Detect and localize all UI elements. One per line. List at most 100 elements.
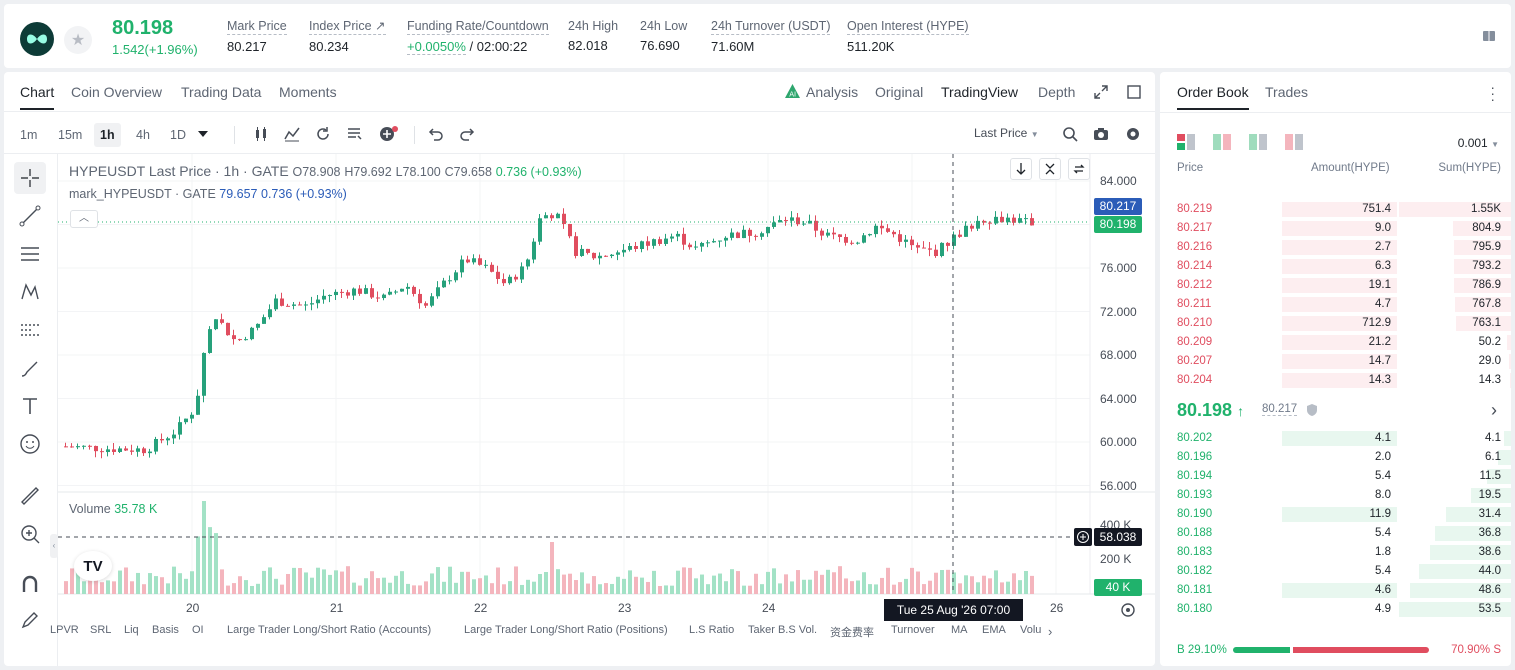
indicator-oi[interactable]: OI	[192, 624, 204, 636]
view-tradingview[interactable]: TradingView	[941, 84, 1019, 100]
indicator-volume[interactable]: Volu	[1020, 624, 1042, 636]
emoji-tool[interactable]	[14, 428, 46, 460]
view-analysis[interactable]: Analysis	[806, 84, 859, 100]
tab-order-book[interactable]: Order Book	[1177, 84, 1249, 110]
plot-area[interactable]: HYPEUSDT Last Price · 1h · GATE O78.908 …	[58, 154, 1155, 666]
ask-row[interactable]: 80.207 14.7 29.0	[1160, 352, 1511, 371]
chevron-down-icon[interactable]	[198, 131, 208, 137]
tab-moments[interactable]: Moments	[279, 84, 337, 100]
ask-row[interactable]: 80.204 14.3 14.3	[1160, 371, 1511, 390]
tab-trades[interactable]: Trades	[1265, 84, 1309, 100]
view-original[interactable]: Original	[875, 84, 924, 100]
indicator-basis[interactable]: Basis	[152, 624, 179, 636]
more-vertical-icon[interactable]: · · ·	[1490, 79, 1495, 107]
indicator-taker-vol[interactable]: Taker B.S Vol.	[748, 624, 818, 636]
ask-row[interactable]: 80.214 6.3 793.2	[1160, 257, 1511, 276]
indicator-lt-accounts[interactable]: Large Trader Long/Short Ratio (Accounts)	[227, 624, 432, 636]
indicator-liq[interactable]: Liq	[124, 624, 139, 636]
add-alert-icon[interactable]	[1074, 528, 1092, 546]
bid-row[interactable]: 80.193 8.0 19.5	[1160, 486, 1511, 505]
bid-row[interactable]: 80.182 5.4 44.0	[1160, 562, 1511, 581]
add-indicator-icon[interactable]	[379, 126, 399, 142]
candle-type-icon[interactable]	[253, 126, 269, 142]
indicator-funding-rate[interactable]: 资金费率	[830, 627, 874, 639]
candlestick-chart[interactable]	[58, 154, 1155, 666]
ask-row[interactable]: 80.211 4.7 767.8	[1160, 295, 1511, 314]
ask-row[interactable]: 80.210 712.9 763.1	[1160, 314, 1511, 333]
timeframe-1m[interactable]: 1m	[20, 128, 38, 142]
indicator-ma[interactable]: MA	[951, 624, 968, 636]
zoom-tool[interactable]	[14, 518, 46, 550]
camera-icon[interactable]	[1093, 126, 1109, 142]
settings-gear-icon[interactable]	[1125, 126, 1141, 142]
book-view-bids-only-icon[interactable]	[1249, 134, 1267, 150]
timeframe-4h[interactable]: 4h	[136, 128, 150, 142]
expand-icon[interactable]	[1094, 85, 1108, 99]
book-view-asks-only-icon[interactable]	[1285, 134, 1303, 150]
book-icon[interactable]	[1481, 28, 1497, 44]
bid-row[interactable]: 80.202 4.1 4.1	[1160, 429, 1511, 448]
stat-funding-rate[interactable]: Funding Rate/Countdown +0.0050% / 02:00:…	[407, 18, 549, 55]
bid-row[interactable]: 80.196 2.0 6.1	[1160, 448, 1511, 467]
timeframe-1h[interactable]: 1h	[94, 123, 121, 147]
stat-index-price[interactable]: Index Price ↗ 80.234	[309, 18, 386, 54]
bid-row[interactable]: 80.183 1.8 38.6	[1160, 543, 1511, 562]
bid-row[interactable]: 80.194 5.4 11.5	[1160, 467, 1511, 486]
indicator-srl[interactable]: SRL	[90, 624, 112, 636]
timeframe-15m[interactable]: 15m	[58, 128, 83, 142]
indicators-icon[interactable]	[284, 126, 300, 142]
legend-collapse-button[interactable]: ︿	[70, 210, 98, 228]
indicator-turnover[interactable]: Turnover	[891, 624, 935, 636]
tab-chart[interactable]: Chart	[20, 84, 55, 110]
window-icon[interactable]	[1127, 85, 1141, 99]
redo-icon[interactable]	[459, 126, 475, 142]
ask-row[interactable]: 80.209 21.2 50.2	[1160, 333, 1511, 352]
tradingview-logo[interactable]: TV	[74, 551, 112, 581]
chevron-right-icon[interactable]: ›	[1491, 400, 1497, 420]
prediction-tool[interactable]	[14, 314, 46, 346]
text-tool[interactable]	[14, 390, 46, 422]
templates-icon[interactable]	[346, 126, 362, 142]
scroll-down-button[interactable]	[1010, 158, 1032, 180]
favorite-star-icon[interactable]: ★	[64, 26, 92, 54]
ask-row[interactable]: 80.219 751.4 1.55K	[1160, 200, 1511, 219]
indicator-lt-positions[interactable]: Large Trader Long/Short Ratio (Positions…	[464, 624, 668, 636]
ask-row[interactable]: 80.217 9.0 804.9	[1160, 219, 1511, 238]
tab-trading-data[interactable]: Trading Data	[181, 84, 262, 100]
indicator-ls-ratio[interactable]: L.S Ratio	[689, 624, 735, 636]
price-type-select[interactable]: Last Price ▼	[974, 126, 1039, 140]
book-view-both-icon[interactable]	[1177, 134, 1195, 150]
fit-button[interactable]	[1039, 158, 1061, 180]
magnet-tool[interactable]	[14, 568, 46, 600]
indicator-ema[interactable]: EMA	[982, 624, 1006, 636]
shield-icon[interactable]	[1306, 404, 1318, 416]
chart-settings-icon[interactable]	[1120, 602, 1136, 618]
undo-icon[interactable]	[428, 126, 444, 142]
brush-tool[interactable]	[14, 352, 46, 384]
tab-coin-overview[interactable]: Coin Overview	[71, 84, 163, 100]
bid-row[interactable]: 80.188 5.4 36.8	[1160, 524, 1511, 543]
measure-tool[interactable]	[14, 480, 46, 512]
timeframe-1d[interactable]: 1D	[170, 128, 186, 142]
chevron-right-icon[interactable]: ›	[1048, 624, 1053, 639]
replay-icon[interactable]	[315, 126, 331, 142]
pencil-lock-tool[interactable]	[14, 604, 46, 636]
book-view-bids-icon[interactable]	[1213, 134, 1231, 150]
toolbar-collapse-handle[interactable]: ‹	[50, 534, 58, 558]
stat-mark-price[interactable]: Mark Price 80.217	[227, 18, 287, 54]
ask-row[interactable]: 80.216 2.7 795.9	[1160, 238, 1511, 257]
search-icon[interactable]	[1062, 126, 1078, 142]
refresh-button[interactable]	[1068, 158, 1090, 180]
stat-open-interest[interactable]: Open Interest (HYPE) 511.20K	[847, 18, 969, 54]
crosshair-tool[interactable]	[14, 162, 46, 194]
indicator-lpvr[interactable]: LPVR	[50, 624, 79, 636]
pattern-tool[interactable]	[14, 276, 46, 308]
fib-tool[interactable]	[14, 238, 46, 270]
stat-24h-turnover[interactable]: 24h Turnover (USDT) 71.60M	[711, 18, 831, 54]
bid-row[interactable]: 80.181 4.6 48.6	[1160, 581, 1511, 600]
ask-row[interactable]: 80.212 19.1 786.9	[1160, 276, 1511, 295]
bid-row[interactable]: 80.180 4.9 53.5	[1160, 600, 1511, 619]
trendline-tool[interactable]	[14, 200, 46, 232]
precision-select[interactable]: 0.001 ▼	[1457, 136, 1499, 150]
bid-row[interactable]: 80.190 11.9 31.4	[1160, 505, 1511, 524]
